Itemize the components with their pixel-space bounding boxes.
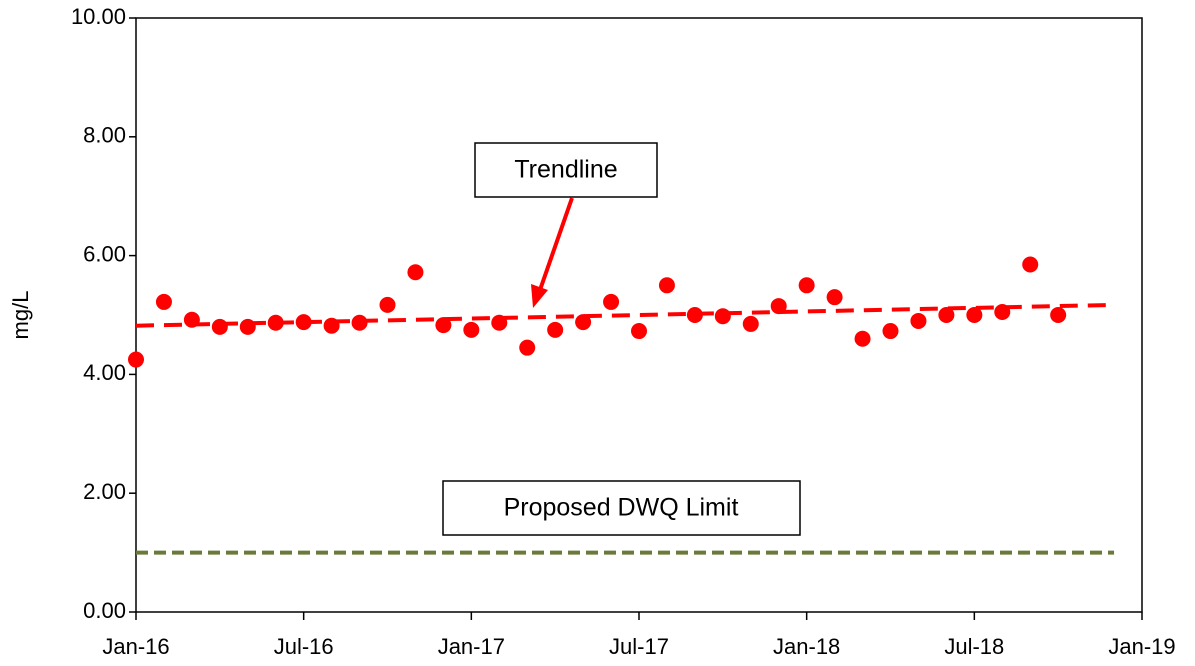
point <box>938 307 955 323</box>
y-axis-label: mg/L <box>8 291 33 340</box>
point <box>994 304 1011 321</box>
x-tick-label: Jan-17 <box>438 634 505 659</box>
annotation-box <box>474 142 658 198</box>
point <box>267 314 284 331</box>
point <box>351 314 368 331</box>
point <box>407 264 424 281</box>
point <box>742 315 759 332</box>
point <box>658 277 675 294</box>
x-tick-label: Jul-17 <box>609 634 669 659</box>
point <box>239 318 256 335</box>
point <box>463 321 480 338</box>
arrow-shaft <box>538 197 574 291</box>
x-tick-label: Jul-18 <box>944 634 1004 659</box>
trendline <box>135 302 1115 328</box>
point <box>910 312 927 329</box>
point <box>295 314 312 331</box>
point <box>547 321 564 338</box>
point <box>686 307 703 323</box>
y-tick-label: 10.00 <box>71 4 126 29</box>
arrow-head <box>531 284 548 308</box>
y-tick-label: 8.00 <box>83 123 126 148</box>
point <box>379 296 396 313</box>
point <box>854 330 871 347</box>
point <box>519 339 536 356</box>
point <box>183 311 200 328</box>
y-tick-label: 4.00 <box>83 360 126 385</box>
point <box>128 351 144 368</box>
x-tick-label: Jan-19 <box>1108 634 1175 659</box>
point <box>966 307 983 323</box>
point <box>603 293 620 310</box>
point <box>491 314 508 331</box>
point <box>211 318 228 335</box>
point <box>882 323 899 340</box>
x-tick-label: Jan-18 <box>773 634 840 659</box>
point <box>323 317 340 334</box>
point <box>826 289 843 306</box>
y-tick-label: 0.00 <box>83 598 126 623</box>
point <box>770 298 787 315</box>
y-tick-label: 2.00 <box>83 479 126 504</box>
annotation: Proposed DWQ Limit <box>504 494 739 522</box>
point <box>575 314 592 331</box>
x-tick-label: Jul-16 <box>274 634 334 659</box>
point <box>798 277 815 294</box>
annotation-box <box>442 480 801 536</box>
point <box>435 317 452 334</box>
point <box>155 293 172 310</box>
point <box>1050 307 1067 323</box>
point <box>714 308 731 325</box>
x-tick-label: Jan-16 <box>102 634 169 659</box>
point <box>1022 256 1039 273</box>
annotation: Trendline <box>514 156 617 184</box>
point <box>631 323 647 340</box>
y-tick-label: 6.00 <box>83 241 126 266</box>
